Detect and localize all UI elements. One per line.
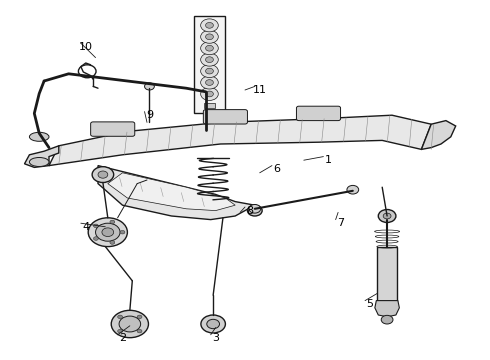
Circle shape bbox=[247, 205, 262, 216]
Circle shape bbox=[119, 316, 141, 332]
Circle shape bbox=[94, 237, 98, 240]
Polygon shape bbox=[108, 173, 235, 211]
Circle shape bbox=[347, 185, 359, 194]
Polygon shape bbox=[49, 115, 431, 166]
Circle shape bbox=[118, 315, 122, 319]
Bar bbox=[194, 16, 225, 113]
Circle shape bbox=[201, 42, 218, 55]
Circle shape bbox=[118, 329, 122, 333]
FancyBboxPatch shape bbox=[91, 122, 135, 136]
Circle shape bbox=[201, 87, 218, 100]
Circle shape bbox=[206, 34, 213, 40]
Text: 7: 7 bbox=[337, 218, 344, 228]
Circle shape bbox=[201, 19, 218, 32]
Circle shape bbox=[201, 315, 225, 333]
Circle shape bbox=[206, 80, 213, 85]
Polygon shape bbox=[421, 121, 456, 149]
Circle shape bbox=[145, 83, 154, 90]
Bar bbox=[204, 103, 216, 108]
Circle shape bbox=[201, 64, 218, 77]
FancyBboxPatch shape bbox=[296, 106, 341, 121]
Circle shape bbox=[206, 22, 213, 28]
Circle shape bbox=[201, 76, 218, 89]
FancyBboxPatch shape bbox=[203, 109, 247, 124]
Circle shape bbox=[206, 57, 213, 63]
Text: 5: 5 bbox=[367, 299, 373, 309]
Text: 1: 1 bbox=[325, 155, 332, 165]
Bar bbox=[377, 247, 397, 301]
Circle shape bbox=[207, 319, 220, 329]
Circle shape bbox=[98, 171, 108, 178]
Polygon shape bbox=[24, 146, 59, 167]
Circle shape bbox=[206, 68, 213, 74]
Polygon shape bbox=[98, 166, 255, 220]
Text: 9: 9 bbox=[146, 110, 153, 120]
Ellipse shape bbox=[29, 157, 49, 166]
Circle shape bbox=[206, 45, 213, 51]
Text: 3: 3 bbox=[212, 333, 219, 343]
Circle shape bbox=[206, 91, 213, 97]
Circle shape bbox=[137, 315, 142, 319]
Text: 4: 4 bbox=[82, 222, 89, 232]
Circle shape bbox=[102, 228, 114, 237]
Circle shape bbox=[110, 220, 115, 224]
Circle shape bbox=[201, 53, 218, 66]
Circle shape bbox=[383, 213, 391, 219]
Circle shape bbox=[120, 230, 125, 234]
Circle shape bbox=[137, 329, 142, 333]
Circle shape bbox=[94, 224, 98, 228]
Circle shape bbox=[381, 315, 393, 324]
Circle shape bbox=[92, 167, 114, 183]
Circle shape bbox=[201, 30, 218, 43]
Circle shape bbox=[88, 218, 127, 247]
Circle shape bbox=[111, 310, 148, 338]
Text: 11: 11 bbox=[253, 85, 267, 95]
Text: 10: 10 bbox=[79, 42, 93, 52]
Circle shape bbox=[249, 204, 261, 213]
Text: 2: 2 bbox=[119, 333, 126, 343]
Circle shape bbox=[110, 241, 115, 244]
Ellipse shape bbox=[29, 132, 49, 141]
Circle shape bbox=[96, 223, 120, 241]
Text: 6: 6 bbox=[273, 164, 280, 174]
Polygon shape bbox=[375, 301, 399, 317]
Text: 8: 8 bbox=[246, 206, 253, 216]
Circle shape bbox=[378, 210, 396, 222]
